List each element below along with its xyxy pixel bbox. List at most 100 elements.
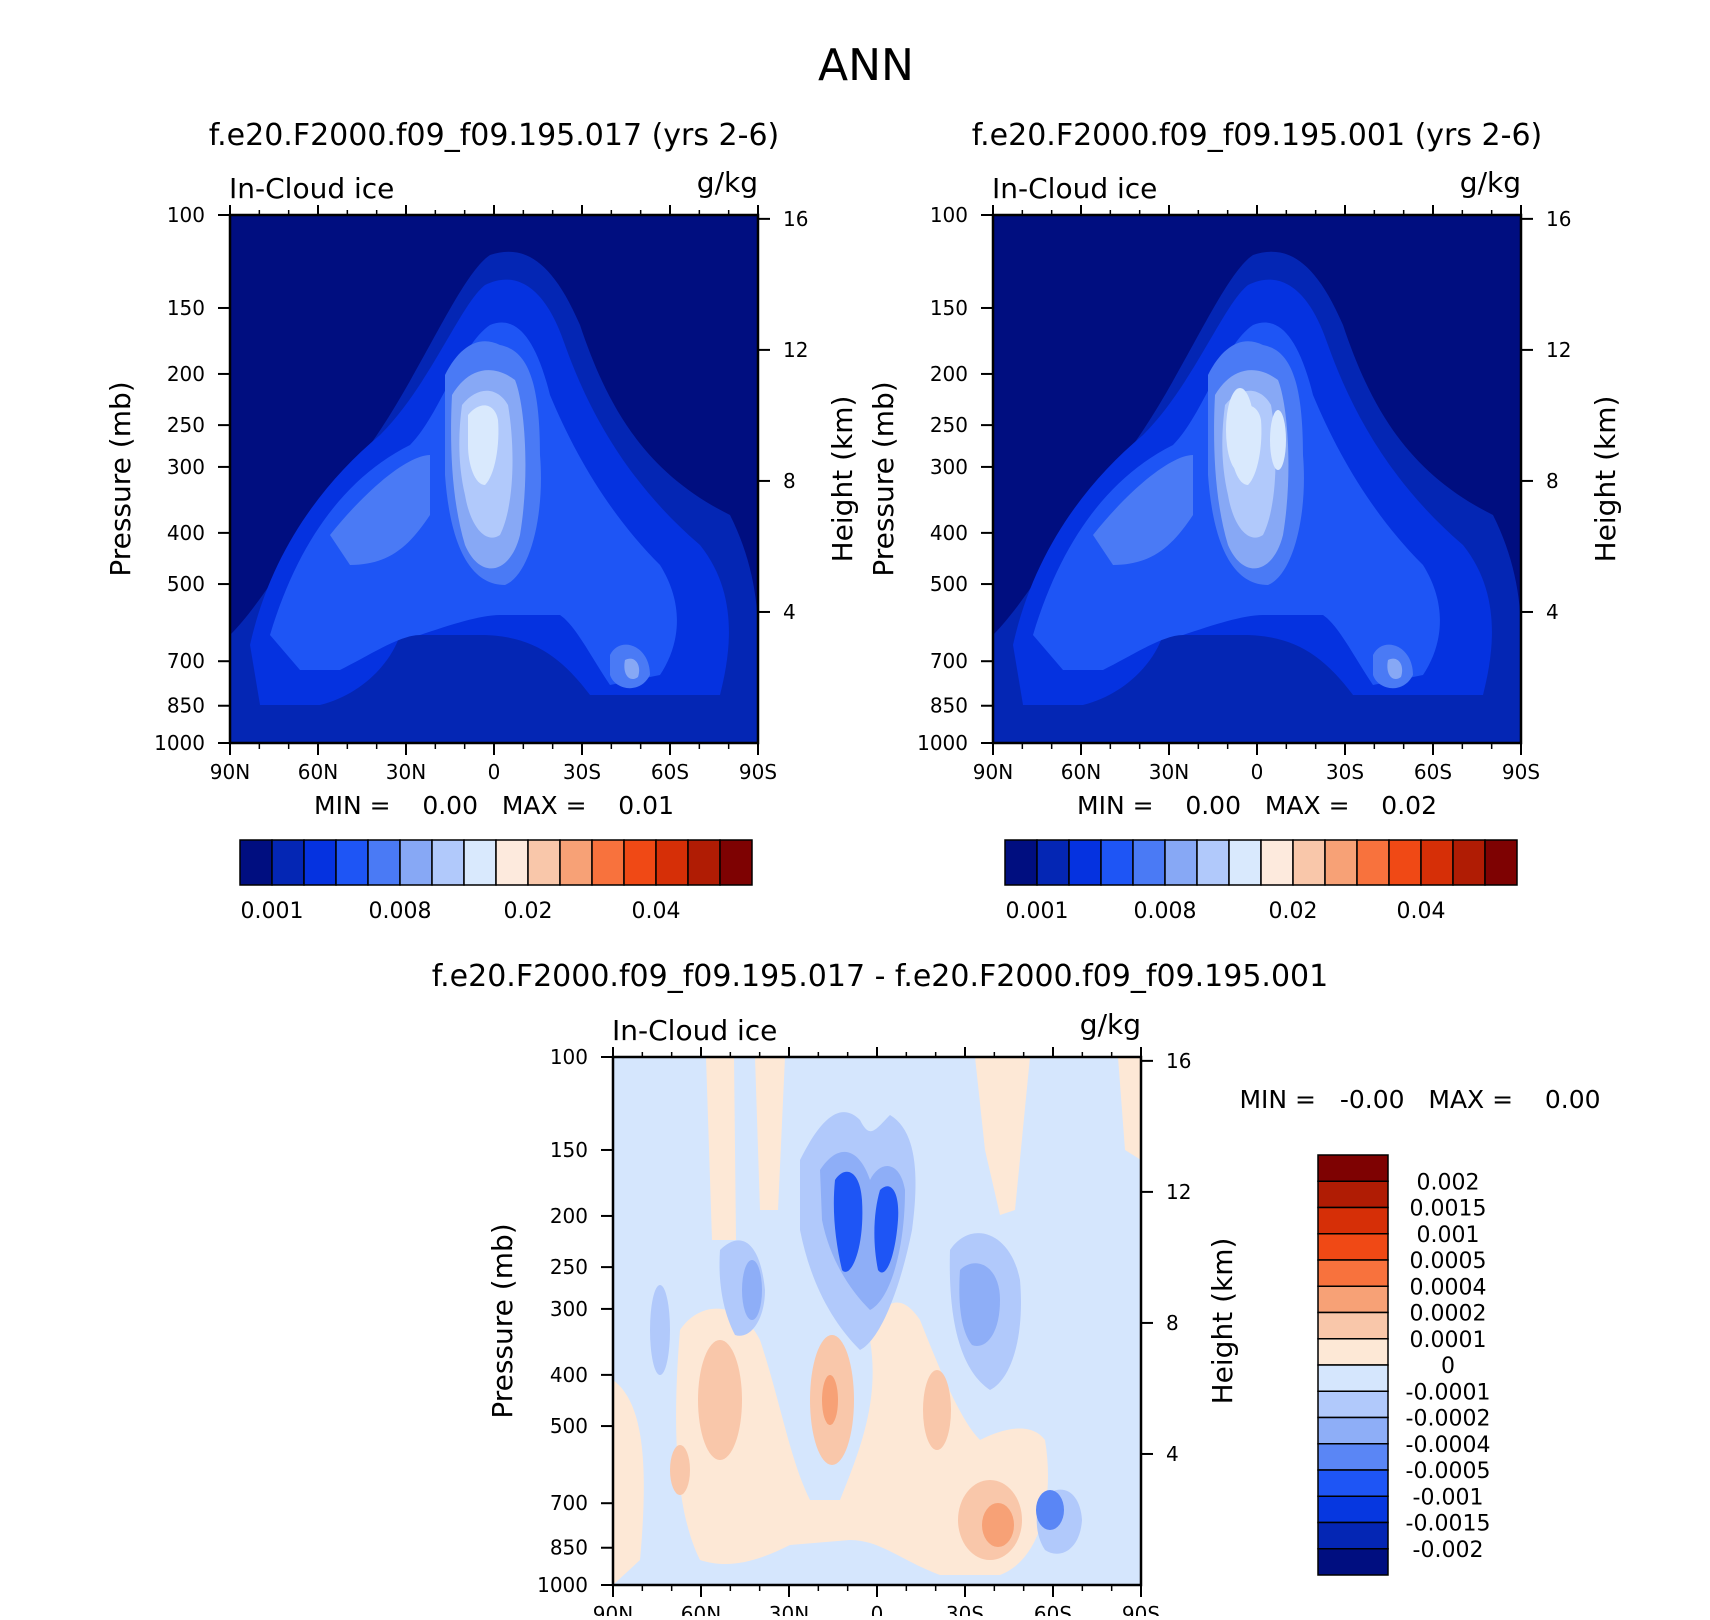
height-tick-label: 8 [1166,1311,1179,1335]
colorbar-swatch [1452,839,1486,886]
y-axis-right-label: Height (km) [826,396,859,563]
min-max-text: MIN = 0.00 MAX = 0.02 [1077,791,1437,820]
colorbar-labels: 0.001 0.008 0.02 0.04 [241,899,681,924]
panel-subtitle: f.e20.F2000.f09_f09.195.001 (yrs 2-6) [972,118,1542,153]
y-axis-right: 16 12 8 4 [1141,1049,1191,1466]
panel-right: f.e20.F2000.f09_f09.195.001 (yrs 2-6) In… [867,118,1622,924]
colorbar-swatch [1100,839,1134,886]
colorbar-label: -0.0005 [1406,1459,1491,1484]
colorbar-swatch [495,839,529,886]
x-tick-label: 90N [593,1602,633,1616]
colorbar-swatch [591,839,625,886]
colorbar-swatch [1164,839,1198,886]
y-tick-label: 700 [550,1491,588,1515]
y-axis-right-label: Height (km) [1589,396,1622,563]
colorbar-label: -0.002 [1413,1538,1484,1563]
colorbar-label: 0.0001 [1410,1328,1487,1353]
colorbar-label: 0.001 [1006,899,1069,924]
y-tick-label: 400 [930,521,968,545]
colorbar-swatch [687,839,721,886]
y-axis-right: 16 12 8 4 [758,207,808,624]
colorbar-label: 0.0005 [1410,1249,1487,1274]
colorbar-label: 0.002 [1417,1170,1480,1195]
height-tick-label: 16 [1546,207,1571,231]
y-tick-label: 500 [930,572,968,596]
y-axis-left: 100 150 200 250 300 400 500 700 850 1000 [537,1045,613,1597]
x-tick-label: 30S [1326,760,1364,784]
colorbar-swatch [1317,1495,1389,1524]
y-tick-label: 200 [930,362,968,386]
colorbar-label: -0.0001 [1406,1380,1491,1405]
colorbar-swatch [527,839,561,886]
colorbar-labels: 0.001 0.008 0.02 0.04 [1006,899,1446,924]
x-tick-label: 90N [210,760,250,784]
figure-title: ANN [818,40,914,91]
variable-label: In-Cloud ice [612,1014,777,1047]
y-tick-label: 500 [550,1414,588,1438]
y-tick-label: 200 [550,1204,588,1228]
colorbar [239,839,753,886]
colorbar-swatch [1317,1233,1389,1261]
panel-subtitle: f.e20.F2000.f09_f09.195.017 (yrs 2-6) [209,118,779,153]
colorbar-swatch [1317,1416,1389,1445]
x-tick-label: 0 [871,1602,884,1616]
colorbar-label: 0 [1441,1354,1455,1379]
colorbar-label: 0.04 [632,899,681,924]
x-axis: 90N 60N 30N 0 30S 60S 90S [973,205,1540,784]
x-tick-label: 90S [739,760,777,784]
y-tick-label: 1000 [154,731,205,755]
colorbar-swatch [1317,1390,1389,1419]
y-tick-label: 1000 [537,1573,588,1597]
height-tick-label: 12 [1166,1180,1191,1204]
height-tick-label: 16 [783,207,808,231]
colorbar-label: 0.0015 [1410,1197,1487,1222]
height-tick-label: 12 [783,338,808,362]
y-tick-label: 300 [550,1297,588,1321]
height-tick-label: 4 [783,600,796,624]
y-tick-label: 100 [550,1045,588,1069]
colorbar-swatch [1228,839,1262,886]
colorbar-swatch [1196,839,1230,886]
colorbar-swatch [1036,839,1070,886]
units-label: g/kg [1460,166,1521,199]
y-tick-label: 500 [167,572,205,596]
colorbar-label: 0.008 [1134,899,1197,924]
colorbar-label: 0.04 [1397,899,1446,924]
colorbar-swatch [1317,1443,1389,1471]
y-axis-right-label: Height (km) [1206,1238,1239,1405]
x-tick-label: 30S [563,760,601,784]
colorbar-label: -0.0002 [1406,1407,1491,1432]
units-label: g/kg [1080,1008,1141,1041]
colorbar-label: -0.0004 [1406,1433,1491,1458]
variable-label: In-Cloud ice [992,172,1157,205]
x-tick-label: 60N [1061,760,1101,784]
panel-subtitle: f.e20.F2000.f09_f09.195.017 - f.e20.F200… [432,959,1328,994]
colorbar-label: 0.02 [504,899,553,924]
y-tick-label: 400 [550,1363,588,1387]
x-tick-label: 90N [973,760,1013,784]
colorbar-swatch [335,839,369,886]
colorbar-swatch [623,839,657,886]
colorbar-swatch [1388,839,1422,886]
y-tick-label: 250 [167,413,205,437]
colorbar-label: 0.001 [241,899,304,924]
y-tick-label: 200 [167,362,205,386]
y-tick-label: 850 [550,1536,588,1560]
colorbar-swatch [1317,1469,1389,1497]
contour-field [613,1057,1141,1585]
panel-left: f.e20.F2000.f09_f09.195.017 (yrs 2-6) In… [104,118,859,924]
x-tick-label: 60S [1414,760,1452,784]
colorbar-swatch [1068,839,1102,886]
y-axis-left: 100 150 200 250 300 400 500 700 850 1000 [917,203,993,755]
colorbar-swatch [559,839,593,886]
y-tick-label: 100 [930,203,968,227]
colorbar-swatch [719,839,753,886]
colorbar-swatch [1317,1285,1389,1314]
colorbar-swatch [1484,839,1518,886]
y-tick-label: 250 [930,413,968,437]
contour-field [230,215,758,743]
x-tick-label: 0 [1251,760,1264,784]
y-axis-right: 16 12 8 4 [1521,207,1571,624]
colorbar-label: 0.02 [1269,899,1318,924]
